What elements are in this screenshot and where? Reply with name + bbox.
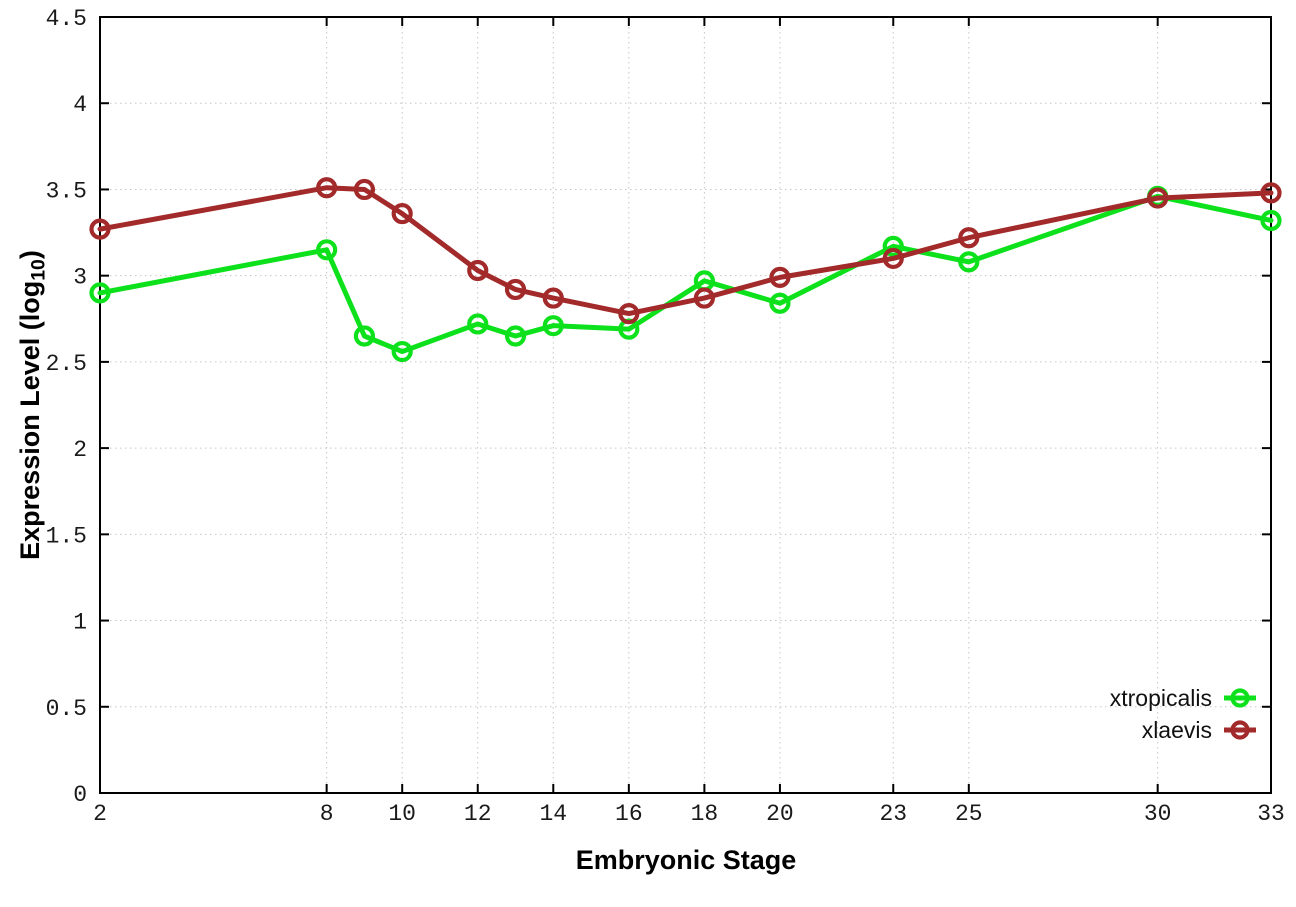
data-point-xtropicalis [769,292,791,314]
legend-sample-line-icon [1224,720,1256,740]
data-point-xtropicalis [504,325,527,347]
data-point-xlaevis [316,177,338,199]
data-point-xtropicalis [316,239,338,261]
x-tick-label: 16 [615,801,643,827]
y-tick-label: 0 [73,782,87,808]
data-point-xtropicalis [353,325,376,347]
data-point-xlaevis [542,287,564,309]
y-axis-label-close: ) [15,250,45,260]
y-tick-label: 0.5 [46,696,87,722]
legend: xtropicalis xlaevis [1110,683,1257,745]
legend-item-xlaevis: xlaevis [1142,715,1257,745]
data-point-xtropicalis [391,340,413,363]
y-tick-label: 2 [73,437,87,463]
x-tick-label: 20 [766,801,794,827]
x-tick-label: 8 [320,801,334,827]
data-point-xtropicalis [958,251,980,273]
y-tick-label: 3.5 [46,178,87,204]
data-point-xtropicalis [467,313,489,335]
data-point-xtropicalis [542,315,564,337]
x-tick-label: 25 [955,801,983,827]
x-tick-label: 30 [1144,801,1172,827]
data-point-xlaevis [618,303,640,325]
legend-label: xlaevis [1141,716,1212,743]
data-point-xlaevis [504,278,527,301]
y-tick-label: 3 [73,265,87,291]
y-tick-label: 2.5 [46,351,87,377]
x-tick-label: 10 [388,801,416,827]
series-line-xtropicalis [97,193,1274,355]
x-tick-label: 12 [464,801,492,827]
data-point-xlaevis [467,259,489,282]
data-point-xtropicalis [1260,209,1282,232]
x-tick-label: 23 [879,801,907,827]
data-point-xlaevis [391,202,413,225]
x-tick-label: 14 [539,801,567,827]
data-point-xlaevis [958,227,980,249]
x-tick-label: 33 [1257,801,1285,827]
y-axis-label-text: Expression Level (log [15,280,45,560]
data-point-xlaevis [1147,187,1169,209]
plot-border [99,16,1272,794]
data-point-xlaevis [693,287,715,309]
data-point-xlaevis [89,218,111,240]
legend-sample-line-icon [1224,688,1256,708]
x-tick-label: 2 [93,801,107,827]
data-point-xtropicalis [882,235,904,257]
y-tick-label: 1.5 [46,523,87,549]
data-point-xlaevis [1260,182,1282,204]
y-tick-label: 1 [73,610,87,636]
data-point-xtropicalis [89,282,111,304]
data-point-xlaevis [353,178,376,201]
y-axis-label-subscript: 10 [27,259,50,281]
legend-label: xtropicalis [1109,684,1212,711]
x-axis-label: Embryonic Stage [575,845,797,875]
data-point-xlaevis [769,266,791,288]
data-point-xlaevis [882,247,904,270]
x-tick-label: 18 [691,801,719,827]
y-tick-label: 4.5 [46,6,87,32]
y-tick-label: 4 [73,92,87,118]
legend-item-xtropicalis: xtropicalis [1110,683,1257,713]
y-axis-label: Expression Level (log10) [10,145,50,665]
